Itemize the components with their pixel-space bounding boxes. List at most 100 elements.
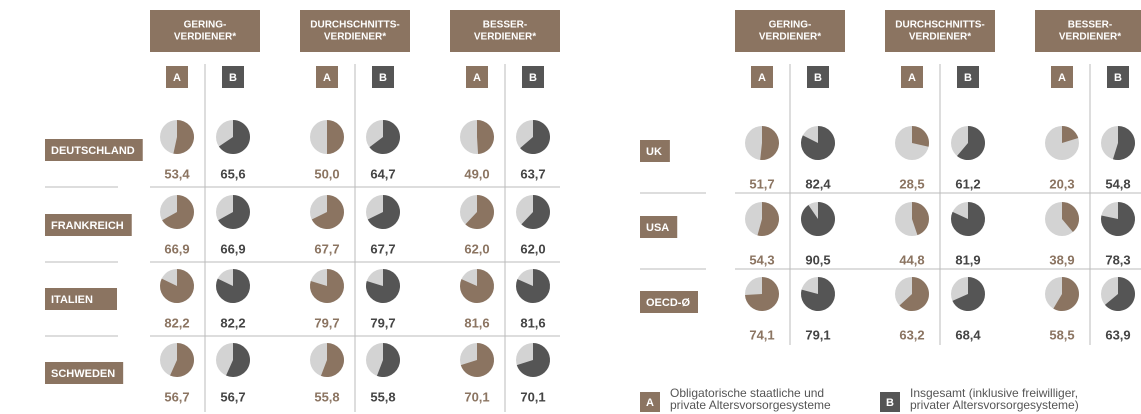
pie-slice <box>162 195 195 230</box>
column-key-text: B <box>964 72 972 84</box>
column-key <box>751 66 773 88</box>
pie-slice <box>801 126 835 160</box>
pie-slice <box>369 120 400 154</box>
column-key-text: A <box>473 72 481 84</box>
value-label: 70,1 <box>464 389 489 404</box>
value-label: 81,9 <box>955 252 980 267</box>
pie-slice <box>516 269 550 303</box>
column-key <box>1107 66 1129 88</box>
pie-slice <box>216 269 251 303</box>
country-label: UK <box>646 146 662 158</box>
pie-slice <box>218 120 250 154</box>
value-label: 82,4 <box>805 176 831 191</box>
column-key <box>166 66 188 88</box>
value-label: 78,3 <box>1105 252 1130 267</box>
value-label: 79,7 <box>370 315 395 330</box>
pie-slice <box>367 195 400 230</box>
pie-slice <box>376 343 400 377</box>
pie-slice <box>1053 277 1079 311</box>
legend-text: privater Altersvorsorgesysteme) <box>910 398 1079 412</box>
value-label: 63,7 <box>520 166 545 181</box>
pie-slice <box>465 195 495 229</box>
country-box <box>45 139 143 161</box>
legend-key-text: A <box>646 397 654 409</box>
column-key <box>522 66 544 88</box>
value-label: 66,9 <box>220 241 245 256</box>
pie-slice <box>520 120 550 155</box>
column-key-text: A <box>1058 72 1066 84</box>
pie-slice <box>800 277 836 311</box>
column-key-text: A <box>173 72 181 84</box>
value-label: 67,7 <box>370 241 395 256</box>
pie-slice <box>1112 126 1136 161</box>
group-header-text: BESSER- <box>1068 20 1112 31</box>
column-key-text: B <box>529 72 537 84</box>
value-label: 54,8 <box>1105 176 1130 191</box>
pie-slice <box>170 343 195 377</box>
country-label: FRANKREICH <box>51 220 124 232</box>
group-header <box>150 10 260 52</box>
column-key-text: B <box>379 72 387 84</box>
pie-slice <box>226 343 251 377</box>
value-label: 63,9 <box>1105 327 1130 342</box>
pie-slice <box>899 277 930 311</box>
legend-text: Insgesamt (inklusive freiwilliger, <box>910 386 1078 400</box>
value-label: 61,2 <box>955 176 980 191</box>
value-label: 55,8 <box>314 389 339 404</box>
legend-text: Obligatorische staatliche und <box>670 386 824 400</box>
value-label: 58,5 <box>1049 327 1074 342</box>
pie-slice <box>521 195 550 229</box>
pie-slice <box>957 126 985 160</box>
group-header-text: VERDIENER* <box>474 32 536 43</box>
country-label: SCHWEDEN <box>51 368 115 380</box>
pie-slice <box>160 269 195 303</box>
group-header <box>300 10 410 52</box>
column-key-text: A <box>908 72 916 84</box>
group-header-text: VERDIENER* <box>324 32 386 43</box>
value-label: 81,6 <box>464 315 489 330</box>
value-label: 28,5 <box>899 176 924 191</box>
country-label: OECD-Ø <box>646 297 690 309</box>
value-label: 66,9 <box>164 241 189 256</box>
column-key-text: A <box>323 72 331 84</box>
value-label: 65,6 <box>220 166 245 181</box>
legend-key <box>640 392 660 412</box>
pie-slice <box>173 120 194 154</box>
pie-slice <box>460 343 494 377</box>
column-key-text: A <box>758 72 766 84</box>
value-label: 64,7 <box>370 166 395 181</box>
pie-slice <box>760 126 780 161</box>
country-box <box>45 362 124 384</box>
value-label: 68,4 <box>955 327 981 342</box>
pie-slice <box>311 195 345 230</box>
value-label: 67,7 <box>314 241 339 256</box>
pie-slice <box>366 269 401 303</box>
column-key <box>957 66 979 88</box>
column-key <box>901 66 923 88</box>
country-box <box>640 140 670 162</box>
value-label: 44,8 <box>899 252 924 267</box>
legend-text: private Altersvorsorgesysteme <box>670 398 831 412</box>
pie-slice <box>320 343 344 377</box>
value-label: 90,5 <box>805 252 830 267</box>
value-label: 56,7 <box>164 389 189 404</box>
legend-key <box>880 392 900 412</box>
country-label: DEUTSCHLAND <box>51 145 135 157</box>
column-key <box>372 66 394 88</box>
group-header-text: GERING- <box>184 20 227 31</box>
value-label: 55,8 <box>370 389 395 404</box>
column-key-text: B <box>1114 72 1122 84</box>
pie-slice <box>218 195 250 230</box>
pie-slice <box>1104 277 1136 311</box>
pie-slice <box>327 120 344 154</box>
pie-slice <box>1062 202 1079 233</box>
value-label: 50,0 <box>314 166 339 181</box>
column-key <box>807 66 829 88</box>
column-key-text: B <box>814 72 822 84</box>
group-header-text: DURCHSCHNITTS- <box>310 20 399 31</box>
column-key <box>316 66 338 88</box>
legend-key-text: B <box>886 397 894 409</box>
value-label: 62,0 <box>520 241 545 256</box>
pie-slice <box>912 202 929 236</box>
